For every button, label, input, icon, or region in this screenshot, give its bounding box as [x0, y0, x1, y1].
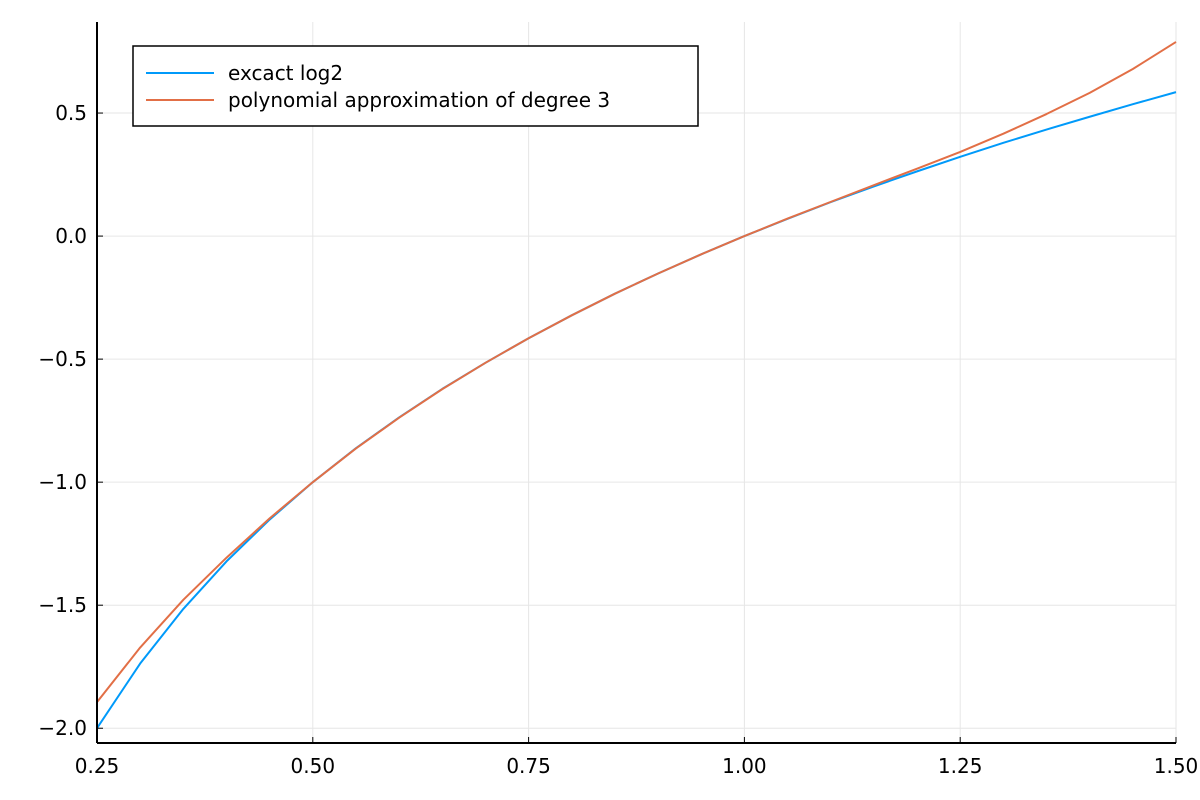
- x-tick-label: 0.50: [291, 754, 336, 778]
- tick-labels: 0.25 0.50 0.75 1.00 1.25 1.50 −2.0 −1.5 −1.0 −0.5…: [38, 101, 1198, 778]
- y-tick-label: −2.0: [38, 716, 87, 740]
- x-tick-label: 1.50: [1154, 754, 1199, 778]
- y-tick-label: 0.5: [55, 101, 87, 125]
- x-tick-label: 0.25: [75, 754, 120, 778]
- x-tick-label: 1.25: [938, 754, 983, 778]
- x-tick-label: 1.00: [722, 754, 767, 778]
- series-line-1: [96, 91, 1177, 729]
- axes: [96, 22, 1177, 744]
- y-tick-label: −0.5: [38, 347, 87, 371]
- legend-label-1: excact log2: [228, 61, 343, 85]
- grid: [96, 22, 1177, 743]
- y-tick-label: −1.5: [38, 593, 87, 617]
- y-tick-label: 0.0: [55, 224, 87, 248]
- y-tick-label: −1.0: [38, 470, 87, 494]
- legend-label-2: polynomial approximation of degree 3: [228, 88, 610, 112]
- legend-box: [132, 45, 699, 127]
- x-tick-label: 0.75: [506, 754, 551, 778]
- legend: excact log2 polynomial approximation of d…: [132, 45, 699, 127]
- series-line-2: [96, 41, 1177, 703]
- plot-series: [96, 41, 1177, 729]
